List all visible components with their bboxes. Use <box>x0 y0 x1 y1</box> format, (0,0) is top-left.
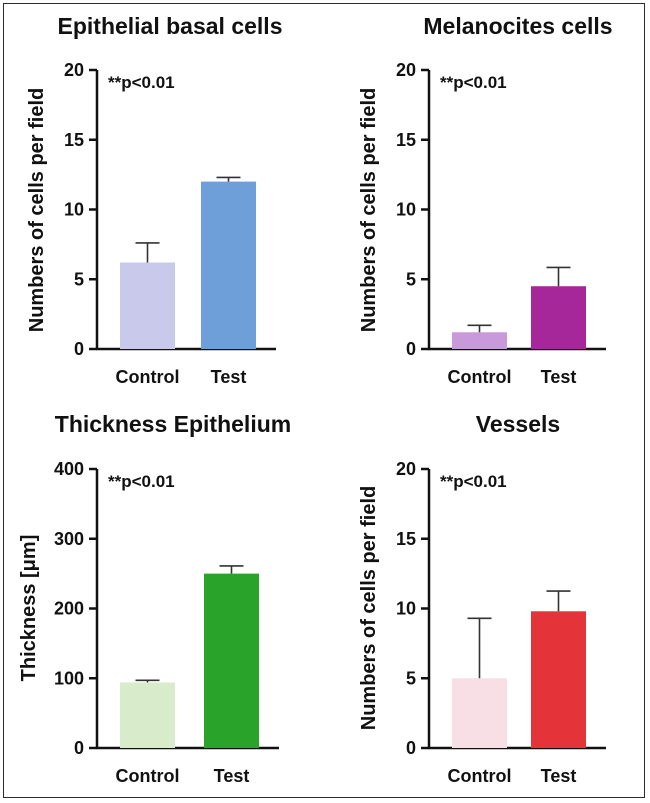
chart-title: Thickness Epithelium <box>55 411 291 437</box>
y-tick-label: 20 <box>396 459 416 479</box>
y-tick-label: 20 <box>64 60 84 80</box>
y-tick-label: 0 <box>74 339 84 359</box>
bar-test <box>531 611 586 748</box>
y-tick-label: 5 <box>406 269 416 289</box>
y-tick-label: 200 <box>54 599 84 619</box>
chart-title: Melanocites cells <box>423 13 612 39</box>
y-tick-label: 0 <box>406 738 416 758</box>
chart-title: Epithelial basal cells <box>58 13 283 39</box>
y-axis-label: Numbers of cells per field <box>26 88 48 333</box>
y-tick-label: 400 <box>54 459 84 479</box>
y-tick-label: 5 <box>74 269 84 289</box>
y-tick-label: 10 <box>64 200 84 220</box>
y-axis-label: Numbers of cells per field <box>358 486 380 731</box>
y-tick-label: 5 <box>406 668 416 688</box>
y-tick-label: 100 <box>54 668 84 688</box>
significance-annotation: **p<0.01 <box>108 73 175 92</box>
x-tick-label-control: Control <box>448 367 512 387</box>
x-tick-label-control: Control <box>448 766 512 786</box>
y-tick-label: 15 <box>396 529 416 549</box>
y-tick-label: 20 <box>396 60 416 80</box>
bar-test <box>201 181 256 349</box>
bar-control <box>120 682 175 748</box>
x-tick-label-control: Control <box>116 367 180 387</box>
y-axis-label: Numbers of cells per field <box>358 88 380 333</box>
x-tick-label-control: Control <box>116 766 180 786</box>
significance-annotation: **p<0.01 <box>108 472 175 491</box>
y-tick-label: 10 <box>396 200 416 220</box>
bar-test <box>531 286 586 349</box>
chart-title: Vessels <box>476 411 560 437</box>
significance-annotation: **p<0.01 <box>440 472 507 491</box>
significance-annotation: **p<0.01 <box>440 73 507 92</box>
y-tick-label: 15 <box>396 130 416 150</box>
x-tick-label-test: Test <box>541 367 577 387</box>
x-tick-label-test: Test <box>211 367 247 387</box>
x-tick-label-test: Test <box>214 766 250 786</box>
y-tick-label: 0 <box>406 339 416 359</box>
y-tick-label: 300 <box>54 529 84 549</box>
y-axis-label: Thickness [μm] <box>18 535 40 682</box>
bar-control <box>452 332 507 349</box>
x-tick-label-test: Test <box>541 766 577 786</box>
bar-control <box>452 678 507 748</box>
y-tick-label: 10 <box>396 599 416 619</box>
y-tick-label: 15 <box>64 130 84 150</box>
bar-control <box>120 262 175 349</box>
y-tick-label: 0 <box>74 738 84 758</box>
bar-test <box>204 573 259 748</box>
